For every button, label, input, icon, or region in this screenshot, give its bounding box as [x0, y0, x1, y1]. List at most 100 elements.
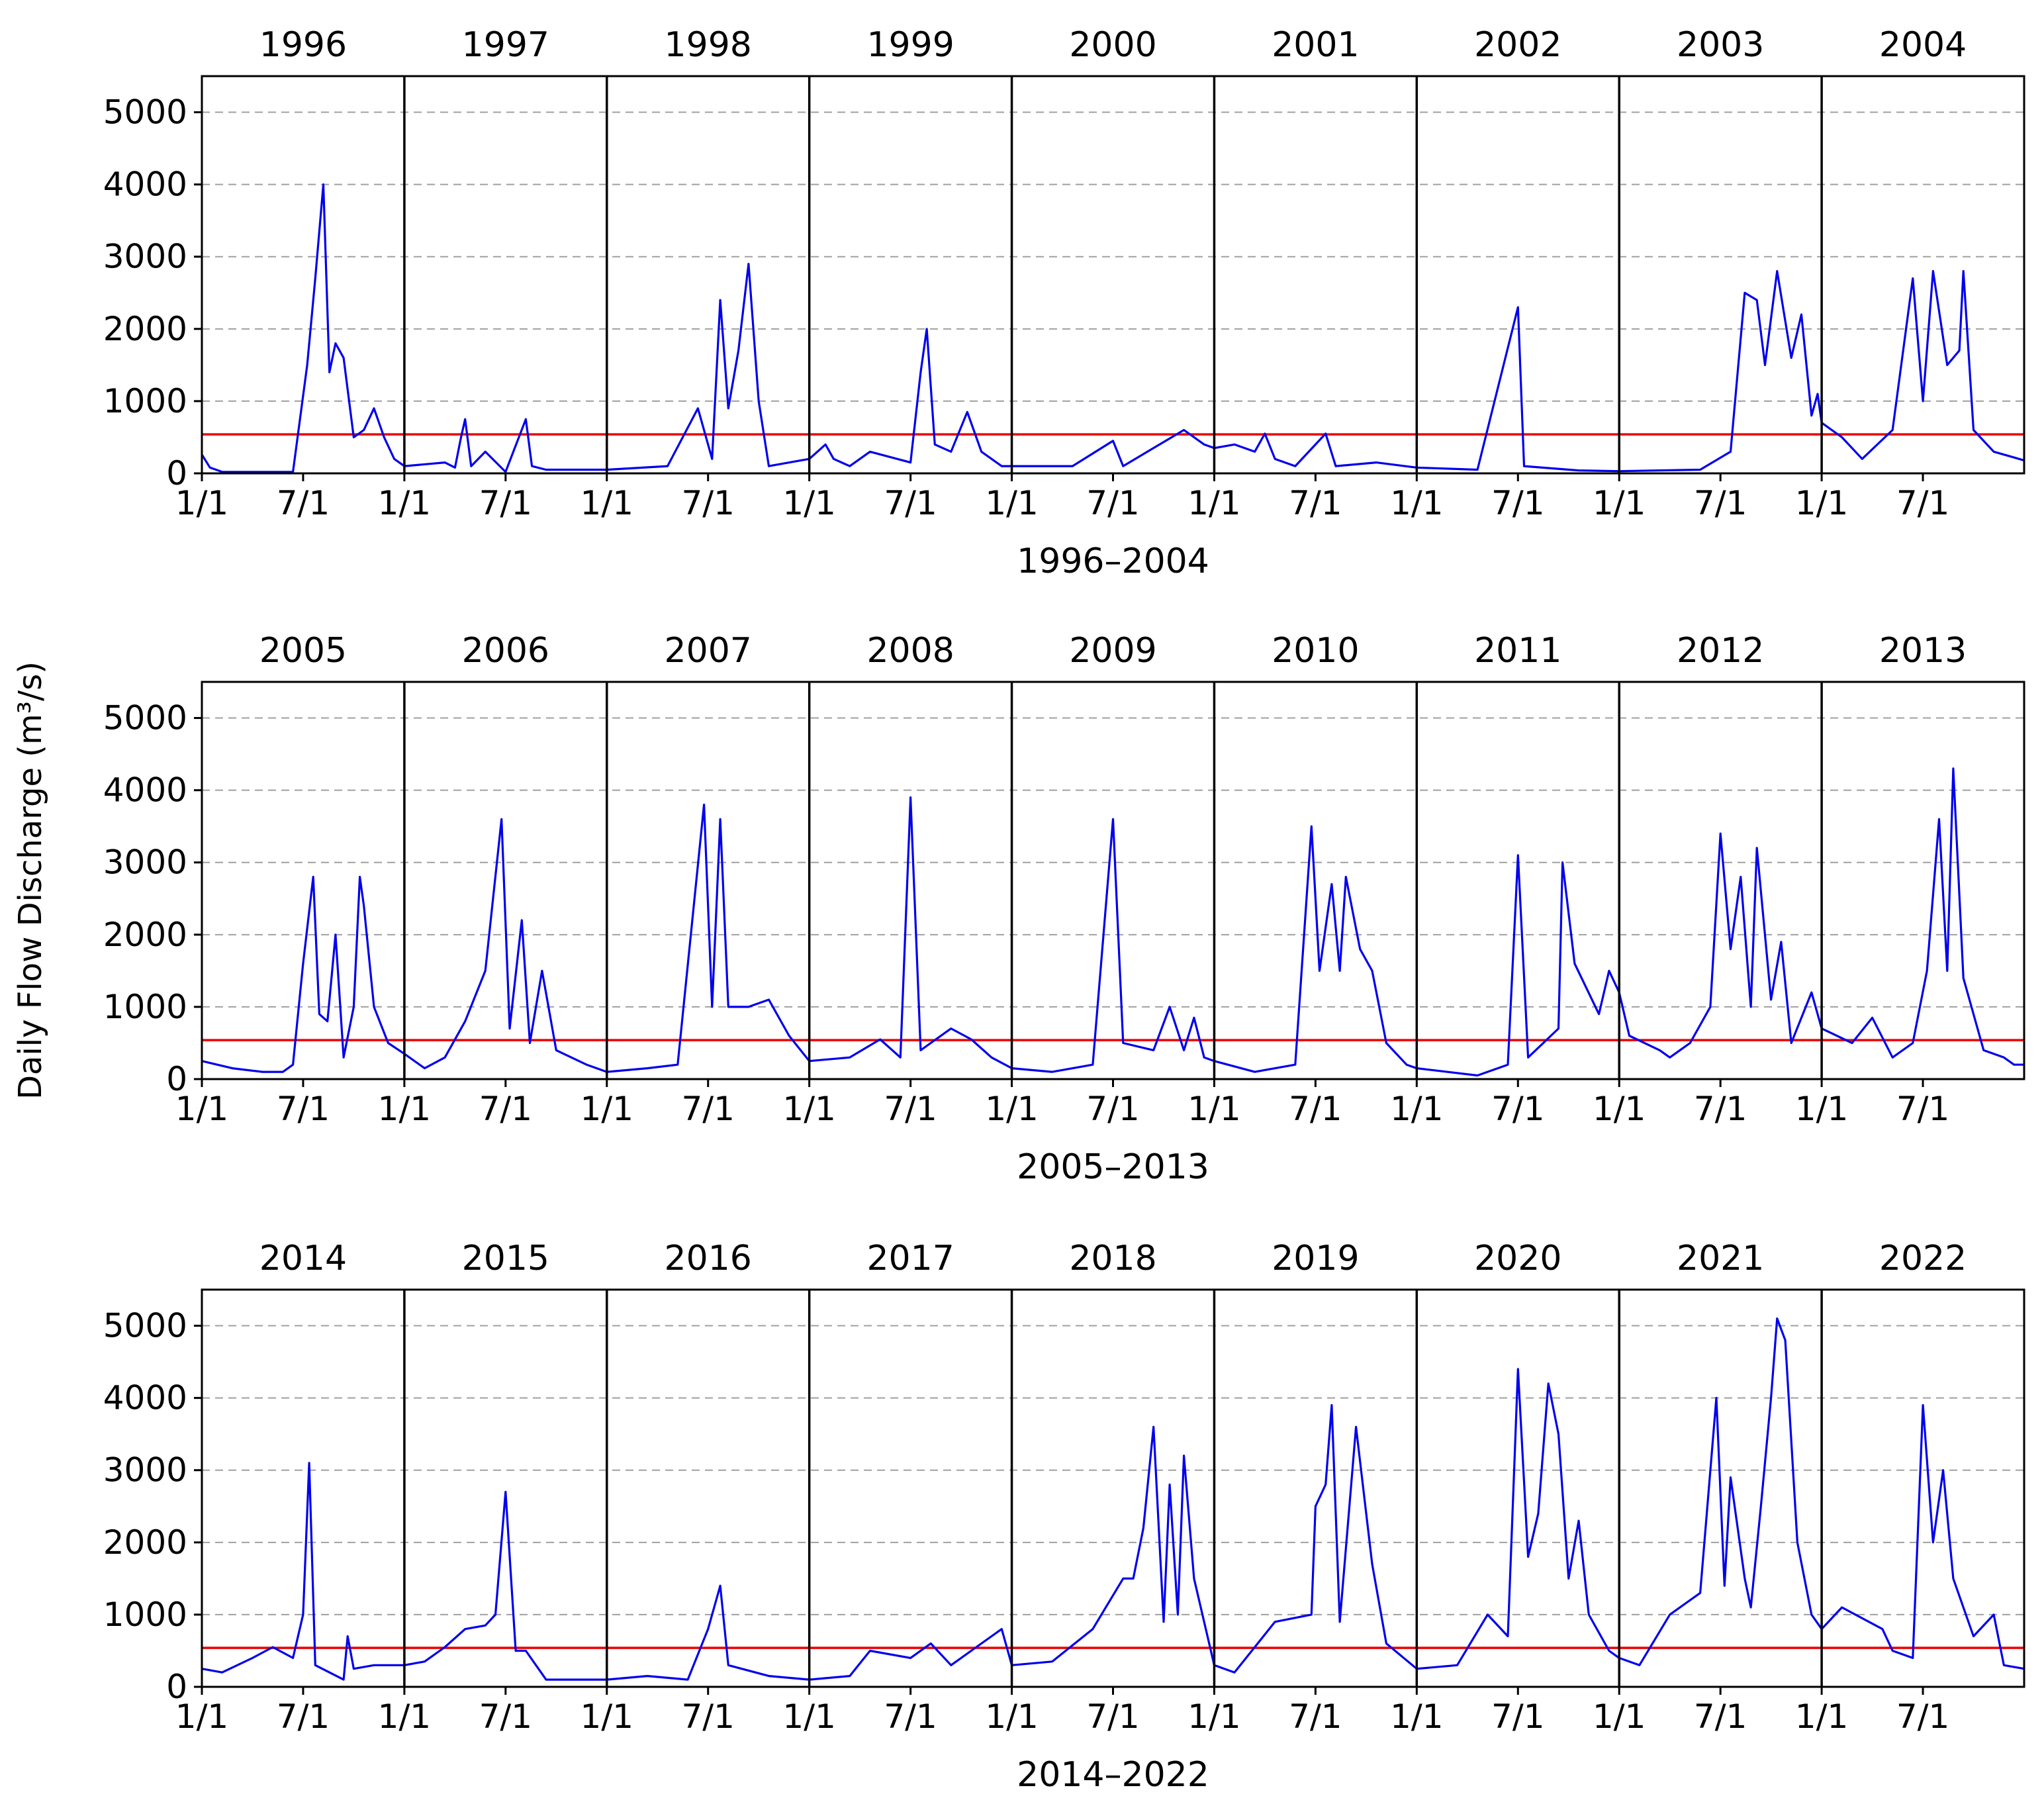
- x-tick-label: 7/1: [1289, 1697, 1342, 1736]
- y-tick-label-2000: 2000: [103, 916, 187, 954]
- x-tick-label: 7/1: [1896, 1697, 1949, 1736]
- x-tick-label: 7/1: [277, 1090, 330, 1128]
- year-label-1999: 1999: [866, 25, 954, 65]
- y-tick-label-1000: 1000: [103, 1595, 187, 1634]
- y-tick-label-0: 0: [166, 454, 187, 493]
- x-tick-label: 7/1: [681, 1697, 734, 1736]
- y-tick-label-5000: 5000: [103, 1307, 187, 1345]
- y-tick-label-3000: 3000: [103, 1451, 187, 1490]
- y-tick-label-4000: 4000: [103, 166, 187, 204]
- x-tick-label: 1/1: [985, 484, 1038, 522]
- x-tick-label: 7/1: [884, 484, 937, 522]
- x-tick-label: 1/1: [985, 1697, 1038, 1736]
- x-tick-label: 1/1: [378, 484, 431, 522]
- x-axis-label-2014–2022: 2014–2022: [1017, 1755, 1209, 1795]
- x-tick-label: 1/1: [1187, 1697, 1240, 1736]
- y-tick-label-2000: 2000: [103, 1523, 187, 1562]
- discharge-series-2005–2013: [201, 767, 2024, 1077]
- x-tick-label: 7/1: [1896, 484, 1949, 522]
- discharge-series-2014–2022: [201, 1317, 2025, 1681]
- year-label-2000: 2000: [1069, 25, 1156, 65]
- x-tick-label: 1/1: [581, 1697, 633, 1736]
- year-label-2016: 2016: [665, 1239, 752, 1278]
- x-tick-label: 7/1: [1086, 484, 1139, 522]
- x-tick-label: 7/1: [479, 1697, 532, 1736]
- discharge-series-1996–2004: [201, 183, 2025, 473]
- x-tick-label: 1/1: [581, 484, 633, 522]
- x-tick-label: 7/1: [1694, 484, 1747, 522]
- x-tick-label: 1/1: [782, 1090, 835, 1128]
- year-label-2019: 2019: [1272, 1239, 1359, 1278]
- x-tick-label: 7/1: [884, 1697, 937, 1736]
- x-tick-label: 7/1: [277, 1697, 330, 1736]
- y-tick-label-3000: 3000: [103, 238, 187, 276]
- x-tick-label: 1/1: [175, 1090, 228, 1128]
- year-label-2020: 2020: [1474, 1239, 1561, 1278]
- year-label-2003: 2003: [1677, 25, 1764, 65]
- x-tick-label: 7/1: [681, 484, 734, 522]
- x-tick-label: 7/1: [1694, 1697, 1747, 1736]
- x-tick-label: 1/1: [1593, 1697, 1646, 1736]
- year-label-2013: 2013: [1879, 631, 1967, 671]
- year-label-2022: 2022: [1879, 1239, 1967, 1278]
- x-tick-label: 7/1: [1491, 484, 1544, 522]
- x-tick-label: 1/1: [175, 484, 228, 522]
- x-tick-label: 7/1: [1491, 1090, 1544, 1128]
- x-tick-label: 7/1: [1491, 1697, 1544, 1736]
- year-label-2021: 2021: [1677, 1239, 1764, 1278]
- year-label-2011: 2011: [1474, 631, 1561, 671]
- x-tick-label: 7/1: [1289, 1090, 1342, 1128]
- x-tick-label: 1/1: [1187, 1090, 1240, 1128]
- year-label-2001: 2001: [1272, 25, 1359, 65]
- x-tick-label: 7/1: [1289, 484, 1342, 522]
- x-tick-label: 1/1: [1795, 1090, 1848, 1128]
- year-label-2007: 2007: [665, 631, 752, 671]
- year-label-2012: 2012: [1677, 631, 1764, 671]
- plot-frame: [201, 75, 2025, 475]
- x-tick-label: 7/1: [681, 1090, 734, 1128]
- year-label-1996: 1996: [259, 25, 347, 65]
- year-label-2014: 2014: [259, 1239, 347, 1278]
- x-tick-label: 7/1: [479, 1090, 532, 1128]
- year-label-1997: 1997: [462, 25, 549, 65]
- y-tick-label-0: 0: [166, 1060, 187, 1098]
- x-tick-label: 7/1: [1086, 1697, 1139, 1736]
- year-label-2008: 2008: [866, 631, 954, 671]
- year-label-2004: 2004: [1879, 25, 1967, 65]
- x-axis-label-1996–2004: 1996–2004: [1017, 542, 1209, 581]
- x-tick-label: 1/1: [1390, 1090, 1443, 1128]
- year-label-2002: 2002: [1474, 25, 1561, 65]
- x-tick-label: 7/1: [277, 484, 330, 522]
- y-tick-label-5000: 5000: [103, 93, 187, 132]
- x-tick-label: 1/1: [1795, 484, 1848, 522]
- x-tick-label: 1/1: [1593, 484, 1646, 522]
- plot-frame: [201, 681, 2025, 1080]
- y-tick-label-0: 0: [166, 1668, 187, 1706]
- y-axis-label: Daily Flow Discharge (m³/s): [12, 661, 49, 1100]
- x-tick-label: 1/1: [1795, 1697, 1848, 1736]
- year-label-2009: 2009: [1069, 631, 1156, 671]
- x-tick-label: 1/1: [782, 1697, 835, 1736]
- y-tick-label-4000: 4000: [103, 771, 187, 810]
- x-tick-label: 7/1: [1896, 1090, 1949, 1128]
- x-tick-label: 7/1: [1086, 1090, 1139, 1128]
- year-label-2005: 2005: [259, 631, 347, 671]
- y-tick-label-2000: 2000: [103, 310, 187, 348]
- x-tick-label: 7/1: [1694, 1090, 1747, 1128]
- x-tick-label: 1/1: [378, 1090, 431, 1128]
- x-tick-label: 1/1: [985, 1090, 1038, 1128]
- year-label-2015: 2015: [462, 1239, 549, 1278]
- x-tick-label: 1/1: [782, 484, 835, 522]
- year-label-2017: 2017: [866, 1239, 954, 1278]
- x-tick-label: 1/1: [175, 1697, 228, 1736]
- x-tick-label: 7/1: [479, 484, 532, 522]
- x-tick-label: 1/1: [1187, 484, 1240, 522]
- x-tick-label: 1/1: [1390, 1697, 1443, 1736]
- y-tick-label-4000: 4000: [103, 1379, 187, 1417]
- x-tick-label: 1/1: [1390, 484, 1443, 522]
- year-label-2018: 2018: [1069, 1239, 1156, 1278]
- x-tick-label: 1/1: [581, 1090, 633, 1128]
- y-tick-label-1000: 1000: [103, 382, 187, 420]
- y-tick-label-1000: 1000: [103, 988, 187, 1026]
